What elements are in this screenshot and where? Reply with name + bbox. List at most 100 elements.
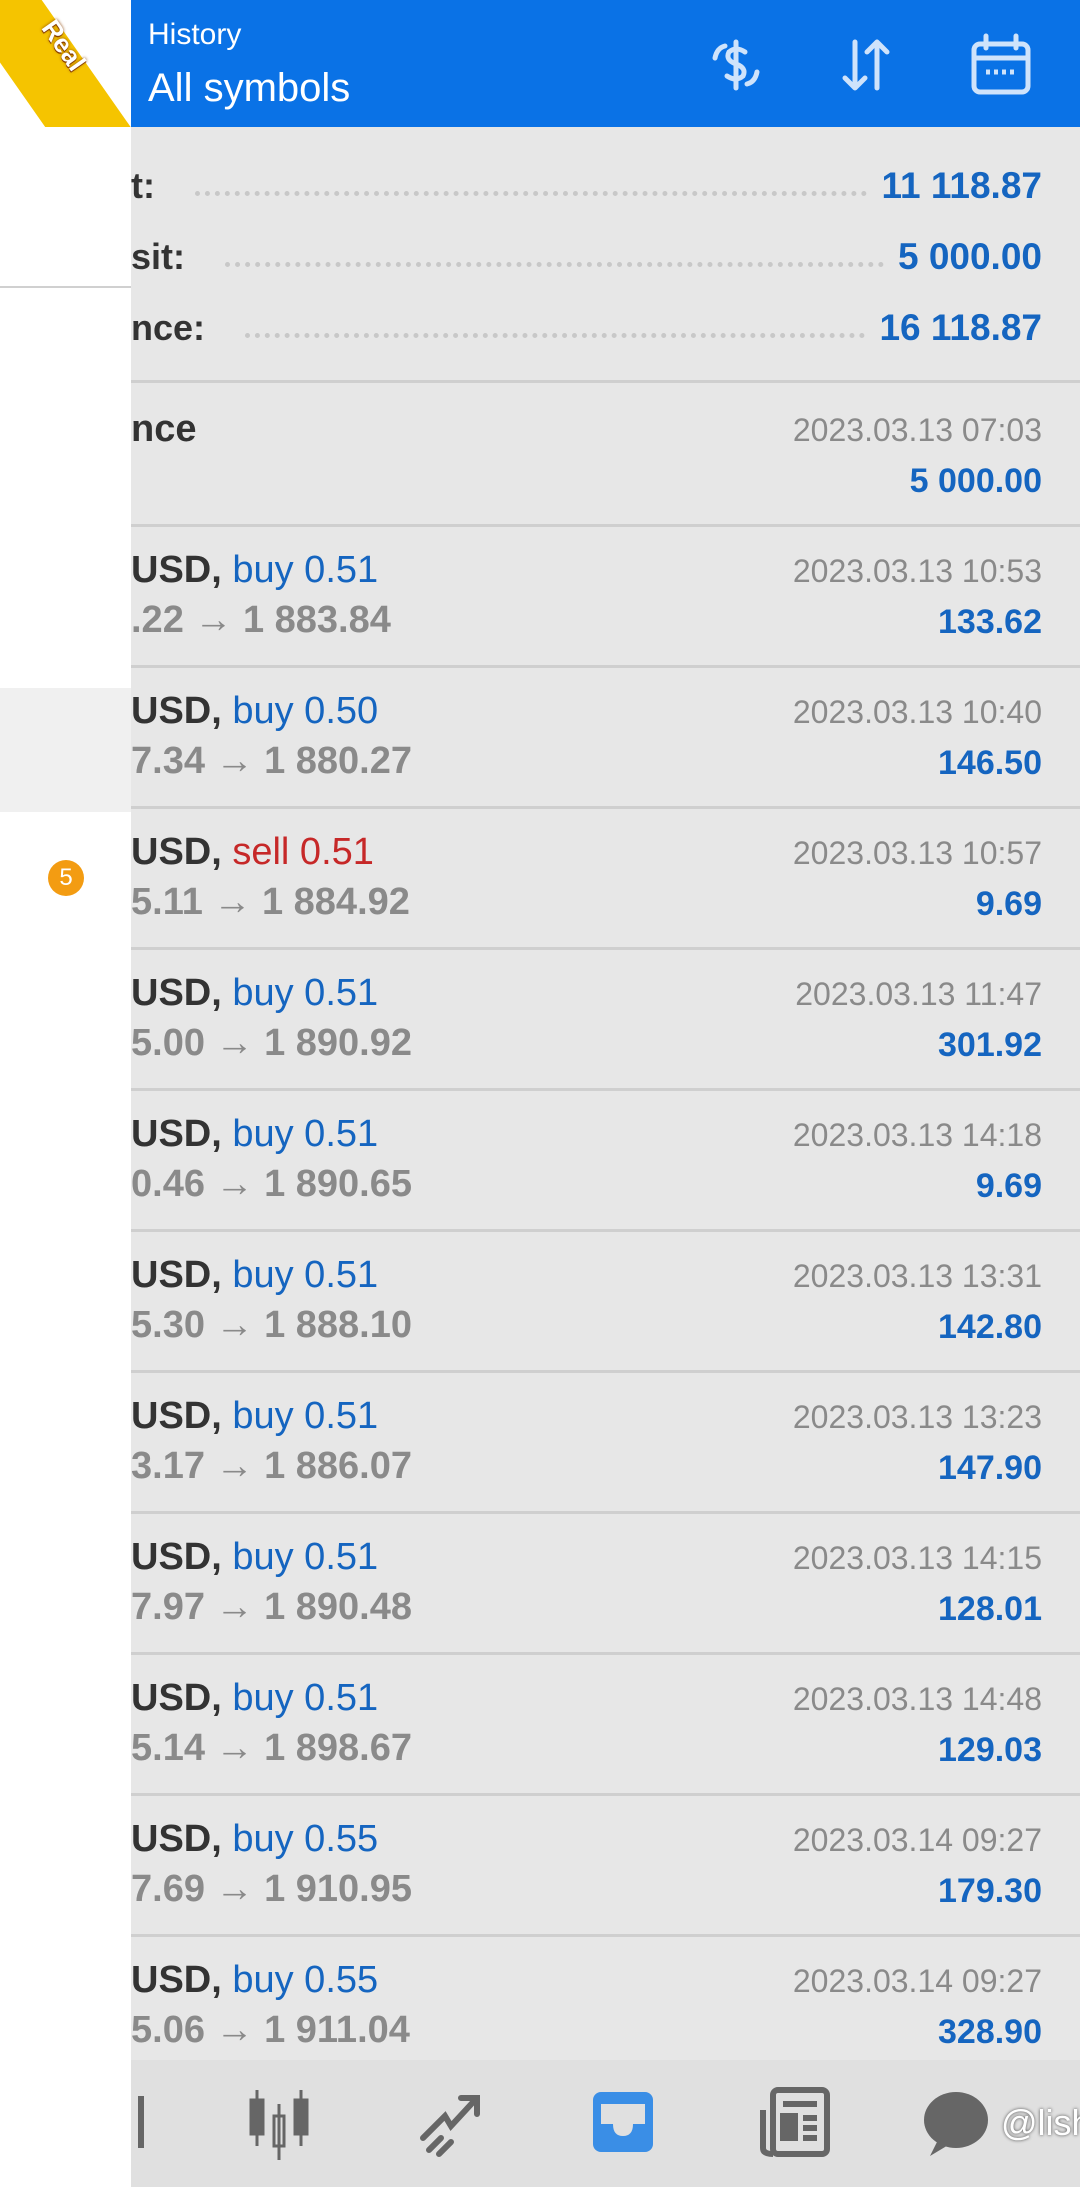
symbol: USD, (131, 1113, 222, 1155)
summary-row: nce: 16 118.87 (131, 298, 1042, 358)
deal-row[interactable]: USD, buy 0.51 5.30 → 1 888.10 2023.03.13 1… (131, 1232, 1080, 1373)
deal-prices: 5.14 → 1 898.67 (131, 1727, 412, 1769)
deal-profit: 128.01 (938, 1590, 1042, 1628)
deal-profit: 147.90 (938, 1449, 1042, 1487)
deal-profit: 133.62 (938, 603, 1042, 641)
deal-time: 2023.03.13 07:03 (792, 412, 1042, 448)
divider (0, 286, 131, 288)
symbol: USD, (131, 1959, 222, 2001)
balance-label: nce (131, 408, 197, 450)
currency-exchange-icon[interactable] (701, 30, 771, 100)
deal-time: 2023.03.14 09:27 (792, 1963, 1042, 1999)
deal-side: buy 0.51 (232, 1395, 379, 1437)
app-header: History All symbols (131, 0, 1080, 127)
deal-amount: 5 000.00 (909, 462, 1042, 500)
real-account-ribbon: Real (0, 0, 131, 127)
deal-prices: 7.34 → 1 880.27 (131, 740, 412, 782)
deal-symbol: USD, buy 0.55 (131, 1959, 378, 2002)
deal-side: buy 0.51 (232, 1113, 379, 1155)
deal-row[interactable]: USD, buy 0.55 7.69 → 1 910.95 2023.03.14 0… (131, 1796, 1080, 1937)
deal-row[interactable]: USD, buy 0.51 5.14 → 1 898.67 2023.03.13 1… (131, 1655, 1080, 1796)
dotted-leader (245, 332, 866, 338)
drawer-item-selected[interactable] (0, 688, 131, 812)
summary-row: t: 11 118.87 (131, 156, 1042, 216)
deal-time: 2023.03.13 10:53 (792, 553, 1042, 589)
navigation-drawer: Real 5 (0, 0, 131, 2187)
watermark: @lishy (1001, 2102, 1080, 2143)
deal-row[interactable]: USD, buy 0.51 .22 → 1 883.84 2023.03.13 10… (131, 527, 1080, 668)
deal-side: buy 0.50 (232, 690, 379, 732)
symbol: USD, (131, 1395, 222, 1437)
deal-row[interactable]: USD, buy 0.51 0.46 → 1 890.65 2023.03.13 1… (131, 1091, 1080, 1232)
balance-row[interactable]: nce 2023.03.13 07:03 5 000.00 (131, 386, 1080, 527)
chart-icon[interactable] (239, 2082, 319, 2162)
symbol-filter[interactable]: All symbols (148, 66, 351, 110)
deal-row[interactable]: USD, buy 0.51 7.97 → 1 890.48 2023.03.13 1… (131, 1514, 1080, 1655)
deal-symbol: USD, buy 0.50 (131, 690, 378, 733)
deal-side: buy 0.51 (232, 972, 379, 1014)
deal-symbol: USD, buy 0.51 (131, 1677, 378, 1720)
chat-icon[interactable] (916, 2082, 996, 2162)
deal-side: buy 0.51 (232, 1536, 379, 1578)
deal-prices: 5.00 → 1 890.92 (131, 1022, 412, 1064)
deal-profit: 142.80 (938, 1308, 1042, 1346)
deal-time: 2023.03.13 14:18 (792, 1117, 1042, 1153)
deal-time: 2023.03.13 14:48 (792, 1681, 1042, 1717)
deal-profit: 328.90 (938, 2013, 1042, 2051)
deal-row[interactable]: USD, buy 0.51 5.00 → 1 890.92 2023.03.13 1… (131, 950, 1080, 1091)
symbol: USD, (131, 1818, 222, 1860)
deal-profit: 179.30 (938, 1872, 1042, 1910)
news-icon[interactable] (755, 2082, 835, 2162)
deal-time: 2023.03.13 13:31 (792, 1258, 1042, 1294)
bottom-navigation: @lishy (118, 2060, 1080, 2187)
summary-value: 11 118.87 (881, 165, 1042, 206)
deal-symbol: USD, buy 0.51 (131, 549, 378, 592)
symbol: USD, (131, 1677, 222, 1719)
deal-prices: 0.46 → 1 890.65 (131, 1163, 412, 1205)
calendar-icon[interactable] (966, 30, 1036, 100)
deal-symbol: USD, buy 0.51 (131, 1536, 378, 1579)
deal-symbol: USD, sell 0.51 (131, 831, 374, 874)
symbol: USD, (131, 690, 222, 732)
deal-time: 2023.03.14 09:27 (792, 1822, 1042, 1858)
deal-row[interactable]: USD, buy 0.55 5.06 → 1 911.04 2023.03.14 0… (131, 1937, 1080, 2078)
deal-side: buy 0.51 (232, 549, 379, 591)
deal-prices: 5.06 → 1 911.04 (131, 2009, 410, 2051)
deal-prices: 5.11 → 1 884.92 (131, 881, 410, 923)
symbol: USD, (131, 1254, 222, 1296)
deal-side: buy 0.51 (232, 1677, 379, 1719)
dotted-leader (194, 190, 868, 196)
deal-prices: .22 → 1 883.84 (131, 599, 391, 641)
symbol: USD, (131, 972, 222, 1014)
summary-label: t: (131, 165, 155, 206)
sort-icon[interactable] (831, 30, 901, 100)
deal-time: 2023.03.13 10:40 (792, 694, 1042, 730)
deal-row[interactable]: USD, sell 0.51 5.11 → 1 884.92 2023.03.13 … (131, 809, 1080, 950)
deal-time: 2023.03.13 13:23 (792, 1399, 1042, 1435)
deal-symbol: USD, buy 0.51 (131, 1113, 378, 1156)
symbol: USD, (131, 831, 222, 873)
dotted-leader (225, 261, 884, 267)
deal-time: 2023.03.13 11:47 (795, 976, 1042, 1012)
deal-side: buy 0.51 (232, 1254, 379, 1296)
deal-profit: 129.03 (938, 1731, 1042, 1769)
summary-row: sit: 5 000.00 (131, 227, 1042, 287)
deal-side: buy 0.55 (232, 1959, 379, 2001)
summary-value: 16 118.87 (879, 307, 1042, 348)
deal-symbol: USD, buy 0.51 (131, 1254, 378, 1297)
deal-symbol: USD, buy 0.51 (131, 972, 378, 1015)
notification-badge: 5 (48, 860, 84, 896)
deal-prices: 7.97 → 1 890.48 (131, 1586, 412, 1628)
deal-profit: 301.92 (938, 1026, 1042, 1064)
deal-symbol: USD, buy 0.55 (131, 1818, 378, 1861)
history-icon[interactable] (583, 2082, 663, 2162)
deal-side: buy 0.55 (232, 1818, 379, 1860)
trade-icon[interactable] (411, 2082, 491, 2162)
deal-row[interactable]: USD, buy 0.51 3.17 → 1 886.07 2023.03.13 1… (131, 1373, 1080, 1514)
deal-time: 2023.03.13 14:15 (792, 1540, 1042, 1576)
deal-row[interactable]: USD, buy 0.50 7.34 → 1 880.27 2023.03.13 1… (131, 668, 1080, 809)
summary-value: 5 000.00 (897, 236, 1042, 277)
summary-panel: t: 11 118.87 sit: 5 000.00 nce: 16 118.87 (131, 127, 1080, 383)
symbol: USD, (131, 549, 222, 591)
summary-label: nce: (131, 307, 206, 348)
